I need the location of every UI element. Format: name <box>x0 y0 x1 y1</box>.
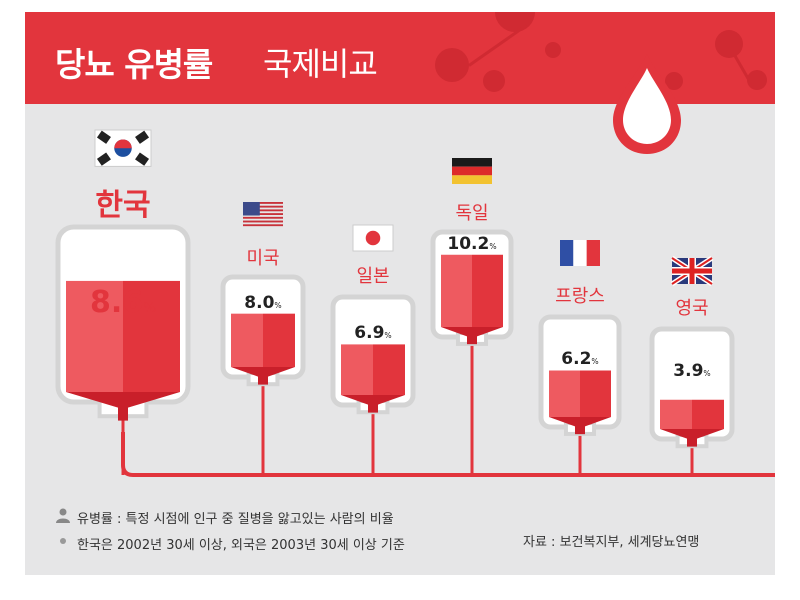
data-value-label: 6.9% <box>323 323 423 343</box>
footnotes: 유병률 : 특정 시점에 인구 중 질병을 앓고있는 사람의 비율 한국은 20… <box>55 504 405 556</box>
header-banner: 당뇨 유병률 국제비교 <box>25 12 775 104</box>
footnote-text: 유병률 : 특정 시점에 인구 중 질병을 앓고있는 사람의 비율 <box>77 511 394 527</box>
country-label: 한국 <box>95 188 151 223</box>
bullet-icon <box>55 533 77 553</box>
value-unit: % <box>143 300 156 316</box>
bar-fill-left <box>66 280 123 392</box>
bag-outlet <box>258 367 268 385</box>
value-number: 8.0 <box>244 292 275 313</box>
bag-outlet <box>575 417 585 435</box>
bag-outlet <box>368 395 378 413</box>
footnote-basis: 한국은 2002년 30세 이상, 외국은 2003년 30세 이상 기준 <box>55 530 405 556</box>
person-icon <box>55 507 77 527</box>
value-number: 10.2 <box>447 233 490 254</box>
bar-fill-right <box>580 370 611 417</box>
bar-fill-right <box>263 313 295 367</box>
decor-circle <box>665 72 683 90</box>
value-number: 6.2 <box>561 349 592 369</box>
bag-outlet <box>467 327 477 345</box>
value-number: 6.9 <box>354 323 385 344</box>
value-unit: % <box>274 300 282 310</box>
decor-circle <box>435 48 469 82</box>
decor-circle <box>483 70 505 92</box>
bar-fill-right <box>472 254 503 327</box>
usa-flag-icon <box>243 202 283 227</box>
japan-flag-icon <box>352 224 394 252</box>
uk-flag-icon <box>670 255 714 287</box>
iv-bag-chart <box>55 129 775 477</box>
korea-flag-icon <box>94 129 152 167</box>
bar-fill-right <box>692 399 724 429</box>
page-title: 당뇨 유병률 <box>55 45 213 84</box>
decor-circle <box>545 42 561 58</box>
value-unit: % <box>489 241 497 251</box>
country-label: 독일 <box>455 203 489 224</box>
data-value-label: 10.2% <box>422 234 522 254</box>
bar-fill-left <box>231 313 263 367</box>
footnote-text: 한국은 2002년 30세 이상, 외국은 2003년 30세 이상 기준 <box>77 537 405 553</box>
data-value-label: 8.6% <box>73 285 173 320</box>
footnote-definition: 유병률 : 특정 시점에 인구 중 질병을 앓고있는 사람의 비율 <box>55 504 405 530</box>
source-text: 자료 : 보건복지부, 세계당뇨연맹 <box>523 535 700 550</box>
germany-flag-icon <box>452 158 492 184</box>
country-label: 영국 <box>675 298 709 319</box>
value-unit: % <box>703 369 711 378</box>
france-flag-icon <box>560 240 600 266</box>
country-label: 프랑스 <box>555 286 605 307</box>
decor-circle <box>715 30 743 58</box>
bar-fill-left <box>441 254 472 327</box>
value-number: 3.9 <box>673 361 704 381</box>
country-label: 미국 <box>246 248 280 269</box>
bar-fill-left <box>341 344 373 395</box>
value-unit: % <box>591 357 599 366</box>
bag-outlet <box>687 429 697 447</box>
data-value-label: 3.9% <box>642 361 742 381</box>
bag-outlet <box>118 392 128 421</box>
data-value-label: 6.2% <box>530 349 630 369</box>
bar-fill-right <box>373 344 405 395</box>
page-subtitle: 국제비교 <box>263 45 378 83</box>
decor-circle <box>747 70 767 90</box>
value-number: 8.6 <box>90 285 144 320</box>
blood-drop-icon <box>613 54 681 154</box>
bar-fill-left <box>660 399 692 429</box>
bar-fill-right <box>123 280 180 392</box>
value-unit: % <box>384 331 392 341</box>
country-label: 일본 <box>356 266 390 287</box>
bar-fill-left <box>549 370 580 417</box>
infographic-card: 당뇨 유병률 국제비교 한국 8.6% 미국 8.0% 일본 6.9% 독일 10.2% 프랑스… <box>25 12 775 575</box>
data-value-label: 8.0% <box>213 293 313 313</box>
